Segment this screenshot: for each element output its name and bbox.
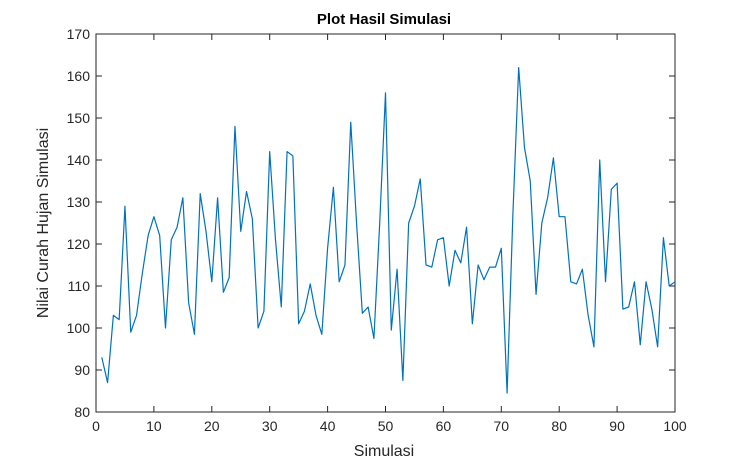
axes-box (95, 33, 676, 413)
x-axis-label: Simulasi (354, 443, 414, 460)
x-tick-label: 90 (609, 418, 625, 434)
y-tick-label: 80 (74, 404, 90, 420)
x-tick-label: 60 (436, 418, 452, 434)
x-tick-label: 80 (551, 418, 567, 434)
y-tick-label: 110 (68, 278, 91, 294)
y-tick-label: 90 (74, 362, 90, 378)
y-tick-label: 120 (67, 236, 91, 252)
y-tick-label: 150 (67, 110, 91, 126)
x-tick-label: 0 (92, 418, 100, 434)
series-line (101, 66, 676, 394)
y-tick-label: 130 (67, 194, 91, 210)
y-tick-label: 100 (67, 320, 91, 336)
y-tick-label: 170 (67, 26, 91, 42)
y-tick-label: 160 (67, 68, 91, 84)
plot-area: 0 10 20 30 40 50 60 70 80 90 100 80 90 100 110 120 130 14… (67, 26, 687, 434)
x-tick-label: 70 (494, 418, 510, 434)
x-tick-label: 30 (262, 418, 278, 434)
x-tick-label: 20 (204, 418, 220, 434)
y-tick-label: 140 (67, 152, 91, 168)
x-tick-label: 100 (663, 418, 687, 434)
x-tick-label: 50 (378, 418, 394, 434)
y-axis-label: Nilai Curah Hujan Simulasi (35, 128, 52, 318)
chart-title: Plot Hasil Simulasi (317, 11, 451, 28)
x-tick-label: 10 (146, 418, 162, 434)
x-tick-label: 40 (320, 418, 336, 434)
